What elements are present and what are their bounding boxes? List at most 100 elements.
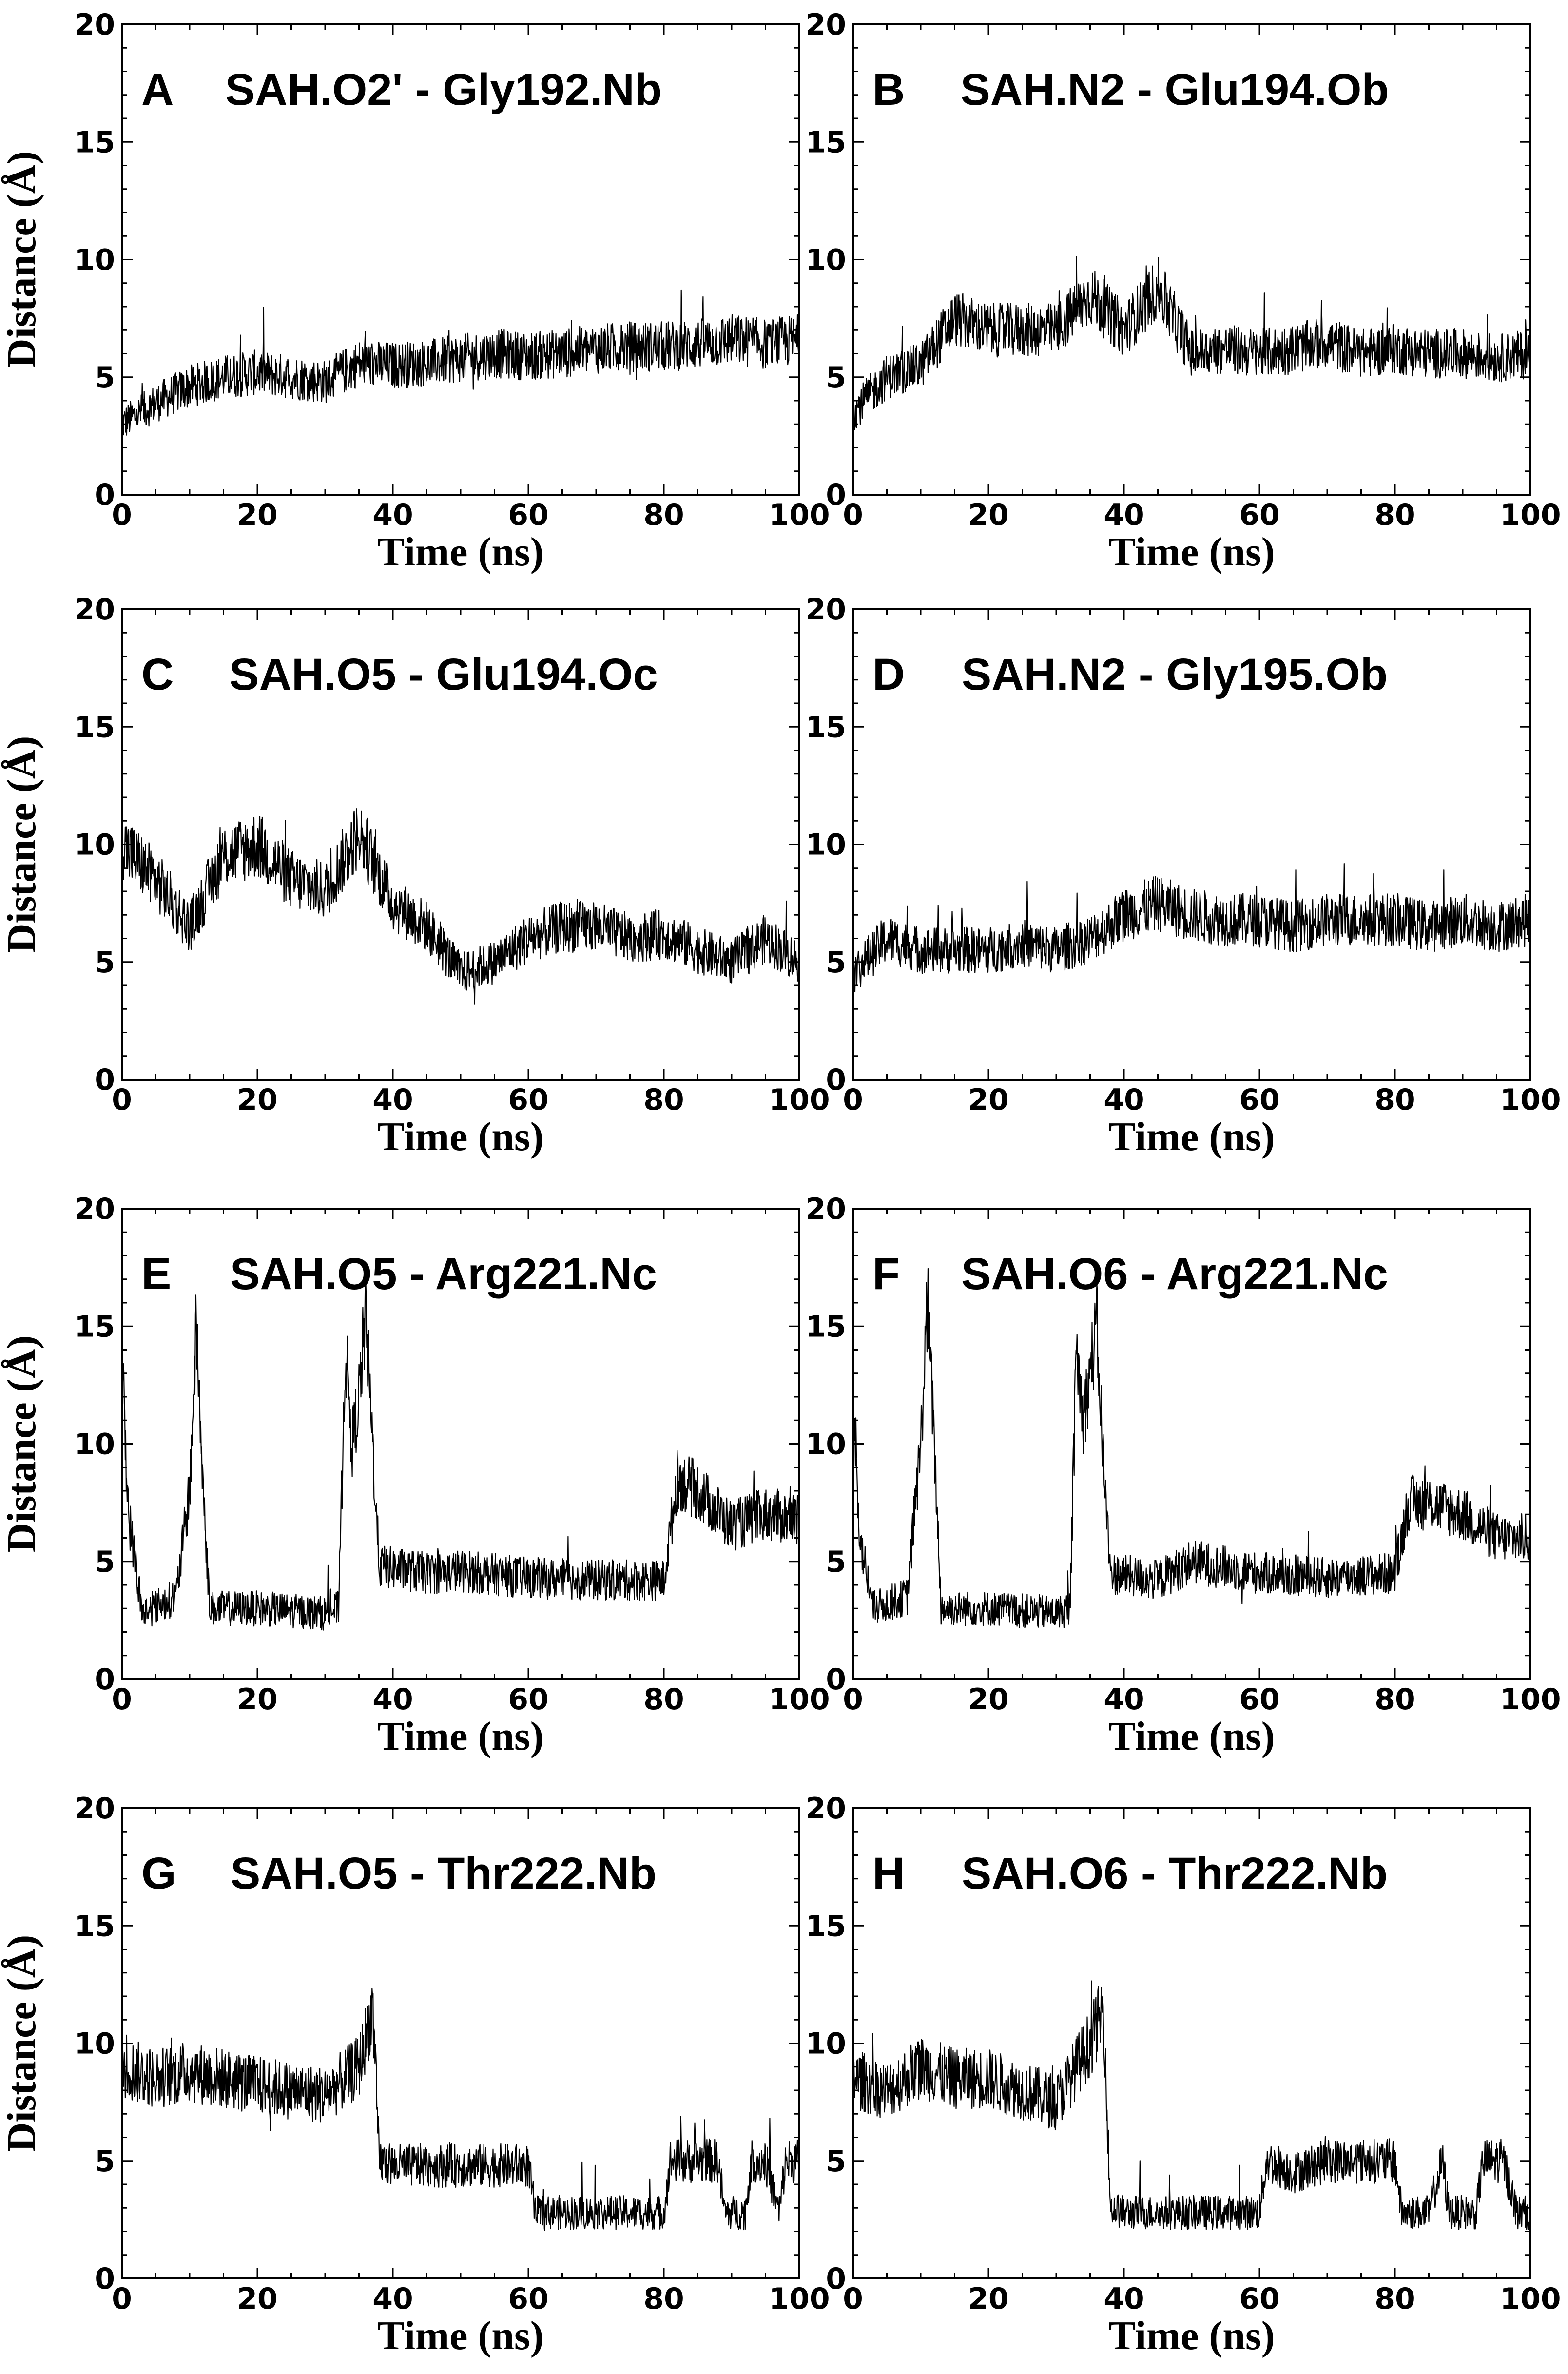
y-tick-label: 10 [806, 828, 847, 862]
y-tick-label: 15 [75, 710, 116, 744]
x-tick-label: 20 [237, 2282, 278, 2316]
panel-letter: D [872, 650, 905, 699]
panel-g: 0 20 40 60 80 100 0 5 10 15 20 Time (ns) Distance (Å… [0, 1792, 830, 2358]
panel-title: SAH.O6 - Thr222.Nb [962, 1849, 1388, 1898]
x-axis-title: Time (ns) [1108, 1714, 1275, 1759]
y-tick-label: 0 [95, 1063, 115, 1097]
x-tick-label: 100 [769, 1682, 830, 1717]
panel-title: SAH.O5 - Glu194.Oc [229, 650, 658, 699]
x-tick-label: 40 [372, 2282, 413, 2316]
x-tick-label: 20 [237, 1682, 278, 1717]
y-tick-label: 5 [95, 361, 115, 395]
x-tick-label: 20 [968, 1083, 1009, 1117]
x-tick-label: 60 [508, 1682, 549, 1717]
x-tick-label: 100 [769, 2282, 830, 2316]
x-tick-label: 80 [1374, 1083, 1415, 1117]
x-tick-label: 80 [643, 1083, 684, 1117]
x-tick-label: 40 [1103, 2282, 1144, 2316]
x-axis-title: Time (ns) [1108, 1114, 1275, 1159]
x-tick-label: 0 [112, 1083, 132, 1117]
series-line [852, 863, 1531, 993]
x-tick-label: 80 [643, 498, 684, 532]
x-tick-label: 100 [769, 1083, 830, 1117]
x-axis-title: Time (ns) [377, 529, 543, 575]
x-tick-label: 0 [843, 1682, 863, 1717]
y-tick-label: 5 [95, 946, 115, 980]
x-tick-label: 20 [237, 1083, 278, 1117]
y-tick-label: 10 [806, 1428, 847, 1462]
x-tick-label: 0 [112, 498, 132, 532]
y-tick-label: 5 [95, 2144, 115, 2179]
panel-letter: H [872, 1849, 905, 1898]
panel-letter: A [141, 65, 174, 115]
x-axis-title: Time (ns) [1108, 2313, 1275, 2358]
y-tick-label: 5 [826, 361, 846, 395]
x-axis-title: Time (ns) [377, 1114, 543, 1159]
x-tick-label: 80 [1374, 498, 1415, 532]
y-axis-title: Distance (Å) [0, 736, 44, 953]
x-axis-title: Time (ns) [377, 2313, 543, 2358]
x-tick-label: 100 [1500, 1682, 1561, 1717]
panel-letter: E [141, 1249, 171, 1299]
y-tick-label: 15 [75, 125, 116, 159]
x-tick-label: 80 [1374, 2282, 1415, 2316]
panel-c: 0 20 40 60 80 100 0 5 10 15 20 Time (ns) Distance (Å… [0, 593, 830, 1159]
x-tick-label: 40 [1103, 498, 1144, 532]
panel-title: SAH.N2 - Glu194.Ob [960, 65, 1389, 115]
y-tick-label: 15 [806, 1310, 847, 1344]
x-tick-label: 60 [508, 2282, 549, 2316]
x-axis-title: Time (ns) [1108, 529, 1275, 575]
x-tick-label: 80 [1374, 1682, 1415, 1717]
panel-title: SAH.O5 - Thr222.Nb [231, 1849, 657, 1898]
y-tick-label: 15 [75, 1310, 116, 1344]
panel-letter: B [872, 65, 905, 115]
y-tick-label: 15 [75, 1909, 116, 1943]
x-tick-label: 20 [968, 1682, 1009, 1717]
series-line [121, 1988, 800, 2231]
x-tick-label: 40 [1103, 1682, 1144, 1717]
x-tick-label: 100 [1500, 1083, 1561, 1117]
y-tick-label: 20 [806, 8, 847, 42]
x-tick-label: 60 [508, 1083, 549, 1117]
x-tick-label: 40 [372, 498, 413, 532]
x-tick-label: 40 [372, 1083, 413, 1117]
y-tick-label: 10 [806, 243, 847, 277]
x-tick-label: 40 [1103, 1083, 1144, 1117]
y-axis-title: Distance (Å) [0, 151, 44, 368]
y-axis-title: Distance (Å) [0, 1935, 44, 2152]
series-line [852, 1268, 1531, 1628]
y-tick-label: 5 [826, 1545, 846, 1579]
y-axis-title: Distance (Å) [0, 151, 44, 368]
y-tick-label: 5 [826, 2144, 846, 2179]
y-axis-title: Distance (Å) [0, 1335, 44, 1553]
y-tick-label: 10 [75, 243, 116, 277]
series-line [121, 808, 800, 1005]
x-tick-label: 20 [237, 498, 278, 532]
x-tick-label: 100 [1500, 2282, 1561, 2316]
y-tick-label: 10 [75, 828, 116, 862]
series-line [121, 289, 800, 436]
panel-f: 0 20 40 60 80 100 0 5 10 15 20 Time (ns) Distance (Å… [0, 1192, 1561, 1759]
y-tick-label: 20 [806, 593, 847, 627]
panel-letter: F [872, 1249, 900, 1299]
y-tick-label: 10 [75, 2027, 116, 2061]
x-tick-label: 40 [372, 1682, 413, 1717]
x-tick-label: 0 [112, 2282, 132, 2316]
y-tick-label: 5 [826, 946, 846, 980]
x-tick-label: 60 [1239, 1682, 1280, 1717]
panel-title: SAH.O6 - Arg221.Nc [961, 1249, 1388, 1299]
y-tick-label: 0 [826, 1063, 846, 1097]
y-tick-label: 0 [95, 1662, 115, 1697]
y-axis-title: Distance (Å) [0, 1335, 44, 1553]
x-tick-label: 60 [1239, 2282, 1280, 2316]
panel-e: 0 20 40 60 80 100 0 5 10 15 20 Time (ns) Distance (Å… [0, 1192, 830, 1759]
y-tick-label: 0 [826, 478, 846, 512]
x-tick-label: 0 [843, 498, 863, 532]
y-tick-label: 20 [75, 1792, 116, 1826]
y-tick-label: 0 [95, 478, 115, 512]
y-tick-label: 15 [806, 125, 847, 159]
